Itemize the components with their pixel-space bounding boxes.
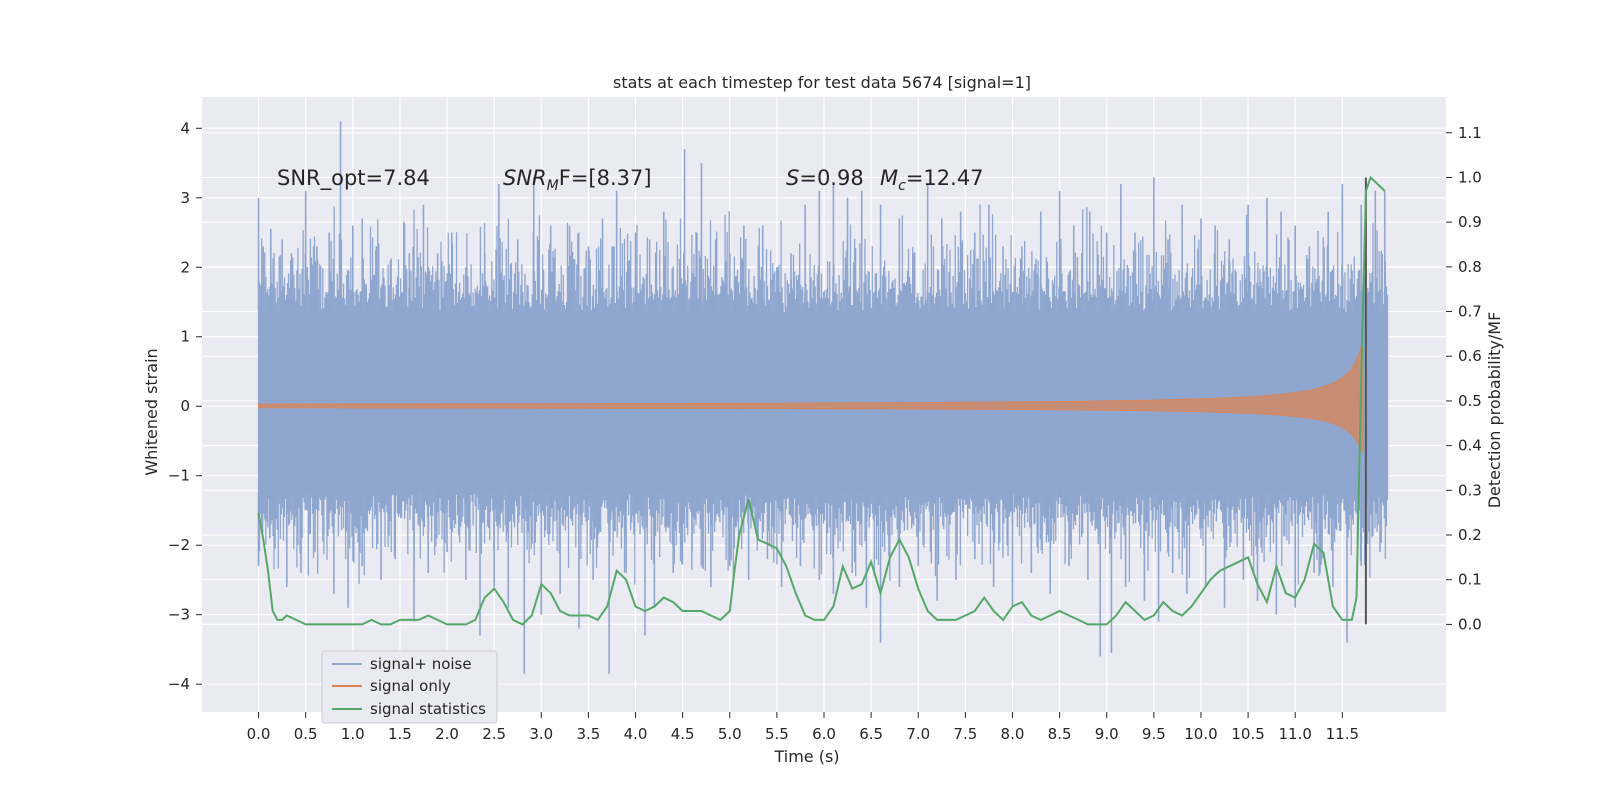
annotation-overlap: S=0.98: [786, 166, 864, 190]
legend-label-signal-noise: signal+ noise: [370, 655, 472, 673]
x-tick-label: 1.0: [341, 725, 365, 743]
x-tick-label: 0.0: [247, 725, 271, 743]
y2-tick-label: 1.0: [1458, 168, 1482, 186]
x-tick-label: 5.0: [718, 725, 742, 743]
y2-axis-label: Detection probability/MF: [1485, 312, 1504, 509]
y2-tick-label: 0.2: [1458, 526, 1482, 544]
annotation-snr-mf-suffix: F=[8.37]: [559, 166, 652, 190]
legend: signal+ noise signal only signal statist…: [321, 650, 498, 724]
y-tick-label: −4: [168, 675, 190, 693]
x-tick-label: 7.5: [953, 725, 977, 743]
annotation-snr-mf: SNRMF=[8.37]: [503, 166, 652, 194]
x-tick-label: 4.5: [671, 725, 695, 743]
x-tick-label: 6.5: [859, 725, 883, 743]
y-tick-label: 4: [180, 119, 190, 137]
annotation-chirp-mass-symbol: M: [880, 166, 898, 190]
x-tick-label: 3.5: [576, 725, 600, 743]
y-tick-label: 0: [180, 397, 190, 415]
y2-axis-ticks: 0.0 0.1 0.2 0.3 0.4 0.5 0.6 0.7 0.8 0.9 1.0 1.1: [1446, 124, 1482, 633]
y2-tick-label: 1.1: [1458, 124, 1482, 142]
y2-tick-label: 0.6: [1458, 347, 1482, 365]
legend-label-signal-statistics: signal statistics: [370, 700, 486, 718]
annotation-snr-mf-prefix: SNR: [503, 166, 547, 190]
series-signal-only: [258, 177, 1367, 625]
x-tick-label: 11.0: [1279, 725, 1312, 743]
y-tick-label: 1: [180, 328, 190, 346]
x-tick-label: 10.0: [1184, 725, 1217, 743]
x-tick-label: 2.5: [482, 725, 506, 743]
x-tick-label: 9.5: [1142, 725, 1166, 743]
x-tick-label: 11.5: [1326, 725, 1359, 743]
x-tick-label: 9.0: [1095, 725, 1119, 743]
y2-tick-label: 0.5: [1458, 392, 1482, 410]
x-tick-label: 3.0: [529, 725, 553, 743]
y2-tick-label: 0.1: [1458, 571, 1482, 589]
x-axis-ticks: 0.0 0.5 1.0 1.5 2.0 2.5 3.0 3.5 4.0 4.5 5.0 5.5 6.0 6…: [247, 712, 1359, 743]
x-tick-label: 5.5: [765, 725, 789, 743]
y-tick-label: −2: [168, 536, 190, 554]
annotation-chirp-mass: Mc=12.47: [880, 166, 984, 194]
y2-tick-label: 0.9: [1458, 213, 1482, 231]
series-signal-statistics: [257, 175, 1386, 626]
y-tick-label: −3: [168, 606, 190, 624]
legend-box: [321, 650, 498, 724]
chart-title: stats at each timestep for test data 567…: [613, 73, 1031, 92]
x-tick-label: 2.0: [435, 725, 459, 743]
y-tick-label: 2: [180, 258, 190, 276]
x-axis-label: Time (s): [773, 747, 839, 766]
annotation-overlap-value: =0.98: [799, 166, 863, 190]
x-tick-label: 6.0: [812, 725, 836, 743]
annotation-snr-mf-sub: M: [547, 178, 559, 194]
x-tick-label: 10.5: [1231, 725, 1264, 743]
y-axis-ticks: −4 −3 −2 −1 0 1 2 3 4: [168, 119, 202, 693]
signal-statistics-line: [257, 175, 1386, 626]
y-axis-label: Whitened strain: [142, 348, 161, 475]
annotation-snr-opt: SNR_opt=7.84: [277, 166, 430, 191]
y2-tick-label: 0.4: [1458, 437, 1482, 455]
legend-label-signal-only: signal only: [370, 677, 451, 695]
annotation-overlap-symbol: S: [786, 166, 799, 190]
x-tick-label: 8.5: [1048, 725, 1072, 743]
x-tick-label: 0.5: [294, 725, 318, 743]
y2-tick-label: 0.7: [1458, 303, 1482, 321]
y2-tick-label: 0.0: [1458, 615, 1482, 633]
y-tick-label: 3: [180, 189, 190, 207]
y-tick-label: −1: [168, 467, 190, 485]
y2-tick-label: 0.8: [1458, 258, 1482, 276]
x-tick-label: 7.0: [906, 725, 930, 743]
x-tick-label: 1.5: [388, 725, 412, 743]
x-tick-label: 8.0: [1001, 725, 1025, 743]
annotation-chirp-mass-value: =12.47: [906, 166, 984, 190]
signal-chirp: [258, 345, 1364, 452]
x-tick-label: 4.0: [624, 725, 648, 743]
y2-tick-label: 0.3: [1458, 481, 1482, 499]
annotation-chirp-mass-sub: c: [898, 178, 906, 194]
